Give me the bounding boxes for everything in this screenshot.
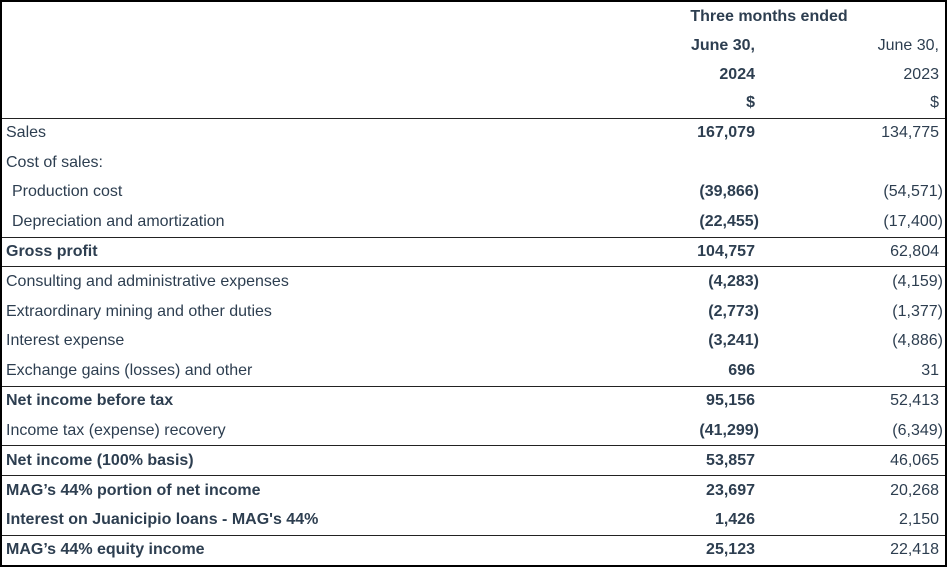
table-row: Net income (100% basis) 53,857 46,065 bbox=[2, 445, 945, 476]
value-2023 bbox=[761, 148, 945, 178]
table-row: Cost of sales: bbox=[2, 148, 945, 178]
value-2023: (54,571) bbox=[883, 183, 943, 201]
row-label: Interest expense bbox=[6, 332, 125, 350]
value-2023: (4,159) bbox=[892, 273, 943, 291]
row-label: Income tax (expense) recovery bbox=[6, 421, 226, 439]
value-2024: (39,866) bbox=[699, 183, 759, 201]
row-label: Net income (100% basis) bbox=[6, 451, 194, 469]
row-label: Interest on Juanicipio loans - MAG's 44% bbox=[6, 511, 319, 528]
header-year-2023: 2023 bbox=[903, 65, 939, 83]
table-row: Interest on Juanicipio loans - MAG's 44%… bbox=[2, 505, 945, 535]
value-2023: 52,413 bbox=[890, 392, 939, 410]
value-2023: 62,804 bbox=[890, 243, 939, 261]
header-month-2024: June 30, bbox=[690, 36, 755, 54]
value-2024: 104,757 bbox=[697, 243, 755, 261]
value-2024: (41,299) bbox=[699, 421, 759, 439]
value-2024: 23,697 bbox=[706, 481, 755, 499]
header-row-currency: $ $ bbox=[2, 89, 945, 118]
value-2023: 31 bbox=[921, 362, 939, 380]
period-group-title: Three months ended bbox=[690, 7, 848, 25]
value-2023: (6,349) bbox=[892, 421, 943, 439]
table-row: Production cost (39,866) (54,571) bbox=[2, 178, 945, 208]
table-row: Exchange gains (losses) and other 696 31 bbox=[2, 356, 945, 386]
table-row: Consulting and administrative expenses (… bbox=[2, 267, 945, 297]
table-row: Sales 167,079 134,775 bbox=[2, 118, 945, 148]
row-label: Net income before tax bbox=[6, 392, 174, 410]
table-row: Depreciation and amortization (22,455) (… bbox=[2, 207, 945, 237]
row-label: MAG’s 44% portion of net income bbox=[6, 481, 261, 499]
value-2023: 46,065 bbox=[890, 451, 939, 469]
header-currency-2023: $ bbox=[930, 94, 939, 112]
row-label: Cost of sales: bbox=[6, 153, 103, 171]
table-row: Income tax (expense) recovery (41,299) (… bbox=[2, 416, 945, 446]
header-currency-2024: $ bbox=[746, 94, 755, 112]
header-spacer bbox=[2, 89, 593, 118]
header-row-month: June 30, June 30, bbox=[2, 31, 945, 60]
table-row: Interest expense (3,241) (4,886) bbox=[2, 327, 945, 357]
table-row: MAG’s 44% equity income 25,123 22,418 bbox=[2, 535, 945, 565]
row-label: Sales bbox=[6, 124, 47, 142]
header-spacer bbox=[2, 2, 593, 31]
header-year-2024: 2024 bbox=[719, 65, 755, 83]
table-body: Sales 167,079 134,775 Cost of sales: Pro… bbox=[2, 118, 945, 565]
row-label: Gross profit bbox=[6, 243, 98, 261]
row-label: Consulting and administrative expenses bbox=[6, 273, 289, 291]
row-label: Exchange gains (losses) and other bbox=[6, 362, 253, 380]
value-2024: 95,156 bbox=[706, 392, 755, 410]
value-2024: 25,123 bbox=[706, 541, 755, 559]
value-2023: 2,150 bbox=[898, 511, 939, 528]
value-2024: 1,426 bbox=[714, 511, 755, 528]
value-2023: 134,775 bbox=[881, 124, 939, 142]
value-2023: (17,400) bbox=[883, 213, 943, 231]
value-2023: (1,377) bbox=[892, 302, 943, 320]
header-month-2023: June 30, bbox=[877, 36, 939, 54]
value-2024: (3,241) bbox=[708, 332, 759, 350]
value-2024: (2,773) bbox=[708, 302, 759, 320]
row-label: Extraordinary mining and other duties bbox=[6, 302, 272, 320]
value-2023: 20,268 bbox=[890, 481, 939, 499]
table-row: Net income before tax 95,156 52,413 bbox=[2, 386, 945, 416]
value-2024: 167,079 bbox=[697, 124, 755, 142]
table-row: Gross profit 104,757 62,804 bbox=[2, 237, 945, 267]
table-row: MAG’s 44% portion of net income 23,697 2… bbox=[2, 476, 945, 506]
row-label: Depreciation and amortization bbox=[12, 213, 225, 231]
value-2024: 53,857 bbox=[706, 451, 755, 469]
value-2024: (22,455) bbox=[699, 213, 759, 231]
value-2023: 22,418 bbox=[890, 541, 939, 559]
table-row: Extraordinary mining and other duties (2… bbox=[2, 297, 945, 327]
table-header: Three months ended June 30, June 30, 202… bbox=[2, 2, 945, 118]
row-label: Production cost bbox=[12, 183, 123, 201]
header-row-year: 2024 2023 bbox=[2, 60, 945, 89]
value-2024: (4,283) bbox=[708, 273, 759, 291]
header-row-period: Three months ended bbox=[2, 2, 945, 31]
header-spacer bbox=[2, 31, 593, 60]
value-2024 bbox=[593, 148, 761, 178]
value-2023: (4,886) bbox=[892, 332, 943, 350]
value-2024: 696 bbox=[728, 362, 755, 380]
row-label: MAG’s 44% equity income bbox=[6, 541, 205, 559]
header-spacer bbox=[2, 60, 593, 89]
